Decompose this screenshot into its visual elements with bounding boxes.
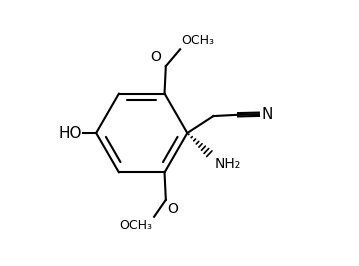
Text: O: O — [167, 202, 178, 216]
Text: HO: HO — [58, 126, 82, 140]
Text: OCH₃: OCH₃ — [181, 34, 214, 47]
Text: NH₂: NH₂ — [215, 157, 241, 171]
Text: O: O — [150, 50, 161, 64]
Text: OCH₃: OCH₃ — [119, 219, 152, 232]
Text: N: N — [261, 107, 272, 122]
